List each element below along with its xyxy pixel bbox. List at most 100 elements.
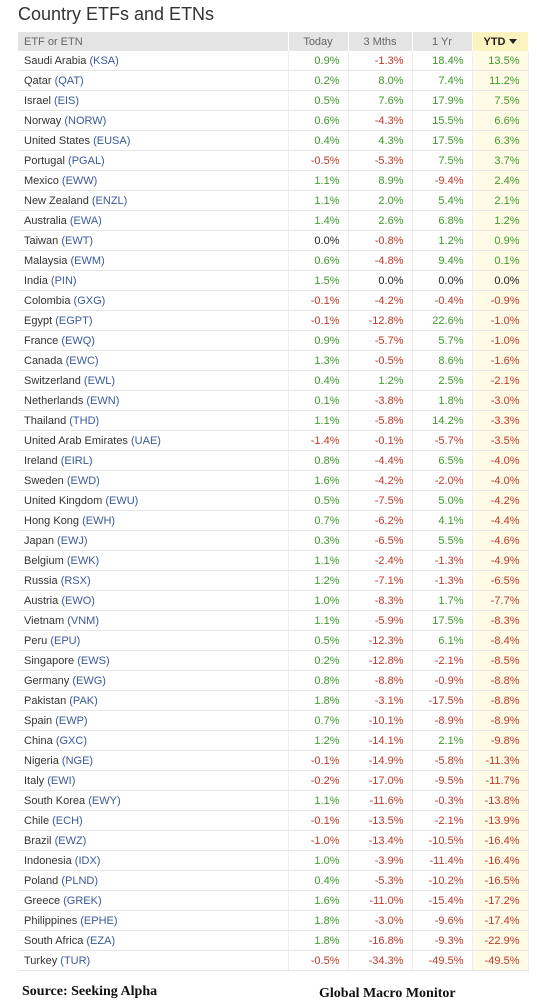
country-name: Philippines — [24, 914, 78, 927]
table-row[interactable]: Hong Kong (EWH) 0.7% -6.2% 4.1% -4.4% — [18, 510, 529, 531]
table-row[interactable]: France (EWQ) 0.9% -5.7% 5.7% -1.0% — [18, 330, 529, 351]
table-row[interactable]: United Arab Emirates (UAE) -1.4% -0.1% -5.7… — [18, 430, 529, 451]
ticker-link[interactable]: (EWG) — [72, 674, 106, 687]
table-row[interactable]: Italy (EWI) -0.2% -17.0% -9.5% -11.7% — [18, 770, 529, 791]
ticker-link[interactable]: (EWZ) — [54, 834, 87, 847]
ticker-link[interactable]: (EWM) — [70, 254, 105, 267]
table-row[interactable]: Russia (RSX) 1.2% -7.1% -1.3% -6.5% — [18, 570, 529, 591]
col-header-3mths[interactable]: 3 Mths — [348, 32, 413, 51]
ticker-link[interactable]: (EWW) — [61, 174, 98, 187]
table-row[interactable]: Qatar (QAT) 0.2% 8.0% 7.4% 11.2% — [18, 70, 529, 91]
ticker-link[interactable]: (NGE) — [61, 754, 94, 767]
table-row[interactable]: Philippines (EPHE) 1.8% -3.0% -9.6% -17.4% — [18, 910, 529, 931]
table-row[interactable]: Spain (EWP) 0.7% -10.1% -8.9% -8.9% — [18, 710, 529, 731]
table-row[interactable]: United Kingdom (EWU) 0.5% -7.5% 5.0% -4.2% — [18, 490, 529, 511]
fund-name-cell: Taiwan (EWT) — [18, 230, 289, 251]
table-row[interactable]: Ireland (EIRL) 0.8% -4.4% 6.5% -4.0% — [18, 450, 529, 471]
table-row[interactable]: Nigeria (NGE) -0.1% -14.9% -5.8% -11.3% — [18, 750, 529, 771]
table-row[interactable]: Singapore (EWS) 0.2% -12.8% -2.1% -8.5% — [18, 650, 529, 671]
table-row[interactable]: Saudi Arabia (KSA) 0.9% -1.3% 18.4% 13.5% — [18, 51, 529, 71]
ticker-link[interactable]: (EWT) — [61, 234, 94, 247]
col-header-ytd[interactable]: YTD — [472, 32, 529, 51]
ticker-link[interactable]: (EWY) — [88, 794, 121, 807]
ticker-link[interactable]: (GREK) — [63, 894, 102, 907]
ticker-link[interactable]: (PGAL) — [68, 154, 105, 167]
ticker-link[interactable]: (EIS) — [53, 94, 80, 107]
table-row[interactable]: Poland (PLND) 0.4% -5.3% -10.2% -16.5% — [18, 870, 529, 891]
col-header-1yr[interactable]: 1 Yr — [412, 32, 473, 51]
ticker-link[interactable]: (EWJ) — [57, 534, 88, 547]
ticker-link[interactable]: (EWH) — [82, 514, 116, 527]
ticker-link[interactable]: (EWS) — [77, 654, 110, 667]
table-row[interactable]: United States (EUSA) 0.4% 4.3% 17.5% 6.3% — [18, 130, 529, 151]
table-row[interactable]: Australia (EWA) 1.4% 2.6% 6.8% 1.2% — [18, 210, 529, 231]
table-row[interactable]: Switzerland (EWL) 0.4% 1.2% 2.5% -2.1% — [18, 370, 529, 391]
table-row[interactable]: Austria (EWO) 1.0% -8.3% 1.7% -7.7% — [18, 590, 529, 611]
table-row[interactable]: Mexico (EWW) 1.1% 8.9% -9.4% 2.4% — [18, 170, 529, 191]
ticker-link[interactable]: (EPU) — [50, 634, 81, 647]
ticker-link[interactable]: (EWK) — [66, 554, 100, 567]
ticker-link[interactable]: (EGPT) — [55, 314, 93, 327]
table-row[interactable]: Pakistan (PAK) 1.8% -3.1% -17.5% -8.8% — [18, 690, 529, 711]
ticker-link[interactable]: (RSX) — [60, 574, 91, 587]
table-row[interactable]: Norway (NORW) 0.6% -4.3% 15.5% 6.6% — [18, 110, 529, 131]
ticker-link[interactable]: (QAT) — [54, 74, 84, 87]
table-row[interactable]: Germany (EWG) 0.8% -8.8% -0.9% -8.8% — [18, 670, 529, 691]
table-row[interactable]: India (PIN) 1.5% 0.0% 0.0% 0.0% — [18, 270, 529, 291]
table-row[interactable]: Egypt (EGPT) -0.1% -12.8% 22.6% -1.0% — [18, 310, 529, 331]
table-row[interactable]: Indonesia (IDX) 1.0% -3.9% -11.4% -16.4% — [18, 850, 529, 871]
ticker-link[interactable]: (ENZL) — [91, 194, 128, 207]
col-header-name[interactable]: ETF or ETN — [18, 32, 289, 51]
table-row[interactable]: Canada (EWC) 1.3% -0.5% 8.6% -1.6% — [18, 350, 529, 371]
ticker-link[interactable]: (EWC) — [65, 354, 99, 367]
table-row[interactable]: Belgium (EWK) 1.1% -2.4% -1.3% -4.9% — [18, 550, 529, 571]
ticker-link[interactable]: (PIN) — [50, 274, 77, 287]
table-row[interactable]: Thailand (THD) 1.1% -5.8% 14.2% -3.3% — [18, 410, 529, 431]
ticker-link[interactable]: (IDX) — [74, 854, 101, 867]
table-row[interactable]: Colombia (GXG) -0.1% -4.2% -0.4% -0.9% — [18, 290, 529, 311]
table-row[interactable]: New Zealand (ENZL) 1.1% 2.0% 5.4% 2.1% — [18, 190, 529, 211]
ticker-link[interactable]: (EWU) — [105, 494, 139, 507]
ticker-link[interactable]: (KSA) — [89, 54, 119, 67]
col-header-today[interactable]: Today — [288, 32, 349, 51]
ticker-link[interactable]: (GXC) — [55, 734, 87, 747]
ticker-link[interactable]: (EWI) — [47, 774, 76, 787]
ticker-link[interactable]: (EPHE) — [80, 914, 118, 927]
ticker-link[interactable]: (EWD) — [66, 474, 100, 487]
table-row[interactable]: South Korea (EWY) 1.1% -11.6% -0.3% -13.8% — [18, 790, 529, 811]
ticker-link[interactable]: (THD) — [69, 414, 100, 427]
ticker-link[interactable]: (EWA) — [69, 214, 102, 227]
table-row[interactable]: Portugal (PGAL) -0.5% -5.3% 7.5% 3.7% — [18, 150, 529, 171]
ticker-link[interactable]: (EWP) — [55, 714, 88, 727]
ticker-link[interactable]: (EZA) — [86, 934, 116, 947]
ticker-link[interactable]: (NORW) — [64, 114, 107, 127]
table-row[interactable]: Chile (ECH) -0.1% -13.5% -2.1% -13.9% — [18, 810, 529, 831]
ticker-link[interactable]: (EIRL) — [60, 454, 93, 467]
ticker-link[interactable]: (EWQ) — [61, 334, 95, 347]
table-row[interactable]: South Africa (EZA) 1.8% -16.8% -9.3% -22.9% — [18, 930, 529, 951]
table-row[interactable]: Vietnam (VNM) 1.1% -5.9% 17.5% -8.3% — [18, 610, 529, 631]
ticker-link[interactable]: (PLND) — [61, 874, 98, 887]
ticker-link[interactable]: (EWL) — [83, 374, 116, 387]
table-row[interactable]: China (GXC) 1.2% -14.1% 2.1% -9.8% — [18, 730, 529, 751]
table-row[interactable]: Taiwan (EWT) 0.0% -0.8% 1.2% 0.9% — [18, 230, 529, 251]
table-row[interactable]: Turkey (TUR) -0.5% -34.3% -49.5% -49.5% — [18, 950, 529, 971]
ticker-link[interactable]: (EWN) — [86, 394, 120, 407]
ticker-link[interactable]: (UAE) — [131, 434, 161, 447]
table-row[interactable]: Sweden (EWD) 1.6% -4.2% -2.0% -4.0% — [18, 470, 529, 491]
table-row[interactable]: Peru (EPU) 0.5% -12.3% 6.1% -8.4% — [18, 630, 529, 651]
ticker-link[interactable]: (ECH) — [52, 814, 83, 827]
table-row[interactable]: Netherlands (EWN) 0.1% -3.8% 1.8% -3.0% — [18, 390, 529, 411]
ticker-link[interactable]: (PAK) — [69, 694, 98, 707]
ticker-link[interactable]: (VNM) — [67, 614, 99, 627]
three-month-cell: -0.5% — [348, 350, 413, 371]
table-row[interactable]: Malaysia (EWM) 0.6% -4.8% 9.4% 0.1% — [18, 250, 529, 271]
ticker-link[interactable]: (GXG) — [73, 294, 106, 307]
ticker-link[interactable]: (EUSA) — [93, 134, 131, 147]
table-row[interactable]: Israel (EIS) 0.5% 7.6% 17.9% 7.5% — [18, 90, 529, 111]
table-row[interactable]: Greece (GREK) 1.6% -11.0% -15.4% -17.2% — [18, 890, 529, 911]
ticker-link[interactable]: (TUR) — [60, 954, 91, 967]
ticker-link[interactable]: (EWO) — [61, 594, 95, 607]
table-row[interactable]: Japan (EWJ) 0.3% -6.5% 5.5% -4.6% — [18, 530, 529, 551]
table-row[interactable]: Brazil (EWZ) -1.0% -13.4% -10.5% -16.4% — [18, 830, 529, 851]
